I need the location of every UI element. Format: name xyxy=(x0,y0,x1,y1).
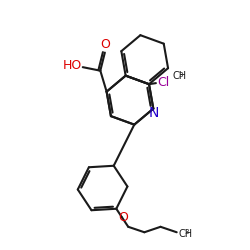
Text: O: O xyxy=(100,38,110,51)
Text: HO: HO xyxy=(62,59,82,72)
Text: N: N xyxy=(148,106,158,120)
Text: O: O xyxy=(118,211,128,224)
Text: 3: 3 xyxy=(179,72,183,78)
Text: CH: CH xyxy=(178,229,192,239)
Text: 3: 3 xyxy=(184,229,188,235)
Text: CH: CH xyxy=(173,71,187,81)
Text: Cl: Cl xyxy=(157,76,170,89)
